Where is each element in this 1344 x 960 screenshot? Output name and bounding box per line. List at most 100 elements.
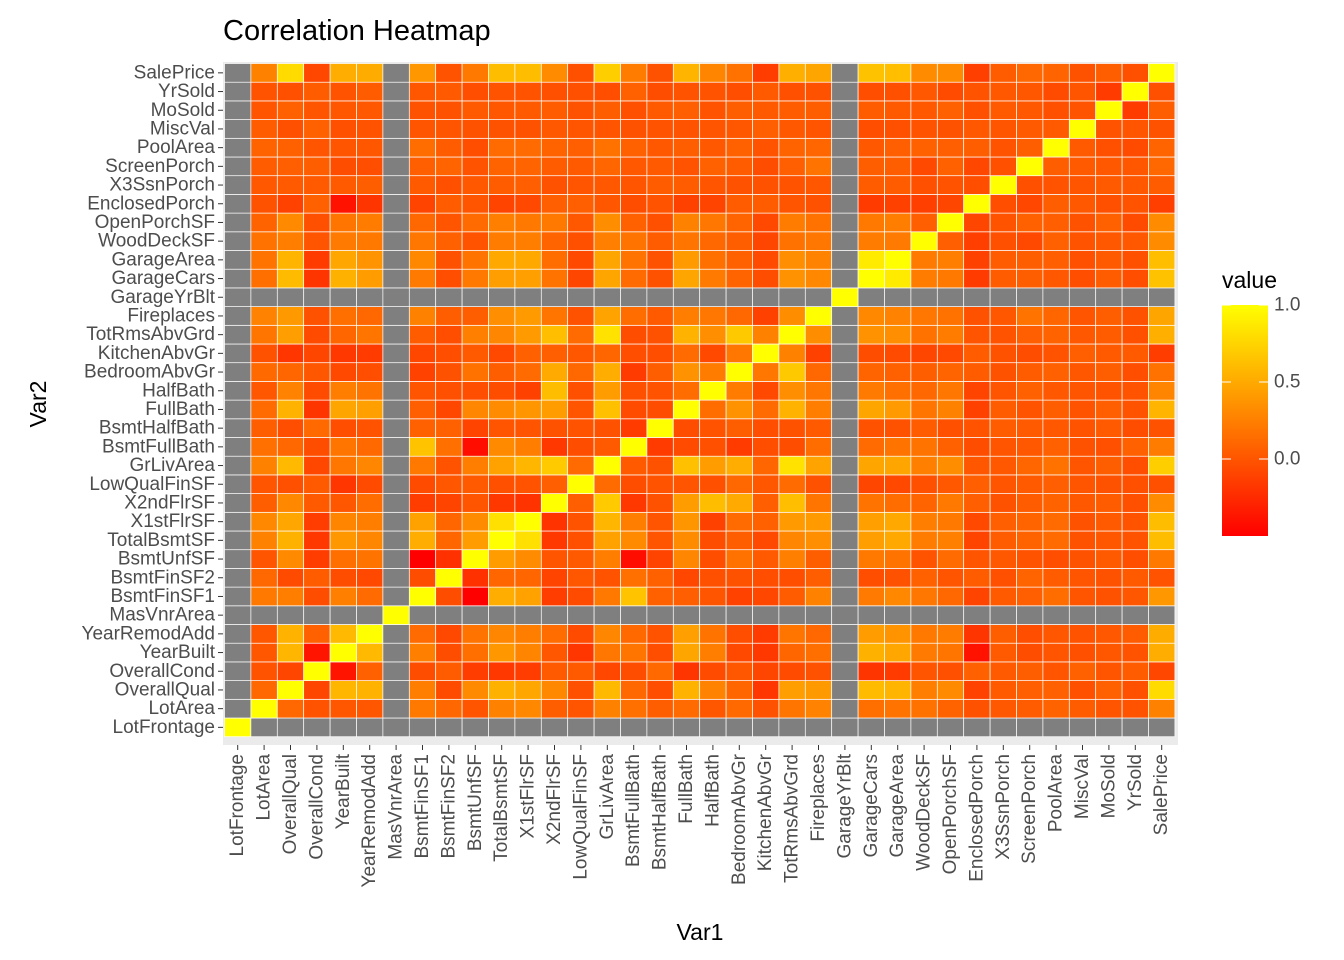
heatmap-cell-WoodDeckSF-TotRmsAbvGrd	[910, 324, 938, 345]
heatmap-cell-X3SsnPorch-FullBath	[989, 399, 1017, 420]
heatmap-cell-MasVnrArea-BsmtFinSF1	[382, 586, 410, 607]
heatmap-cell-LowQualFinSF-EnclosedPorch	[567, 194, 595, 214]
heatmap-cell-TotRmsAbvGrd-GarageArea	[778, 250, 806, 270]
heatmap-cell-LotFrontage-BsmtFinSF2	[224, 568, 252, 588]
heatmap-cell-X3SsnPorch-OpenPorchSF	[989, 212, 1017, 233]
heatmap-cell-MasVnrArea-OpenPorchSF	[382, 212, 410, 233]
heatmap-cell-GarageArea-X2ndFlrSF	[884, 493, 912, 513]
heatmap-cell-WoodDeckSF-BsmtFullBath	[910, 437, 938, 457]
heatmap-cell-YrSold-BsmtHalfBath	[1121, 418, 1149, 438]
heatmap-cell-GarageCars-GrLivArea	[857, 455, 885, 476]
heatmap-cell-BsmtFinSF2-YrSold	[435, 81, 463, 102]
heatmap-cell-LowQualFinSF-MoSold	[567, 100, 595, 120]
heatmap-cell-MiscVal-YearRemodAdd	[1068, 624, 1097, 644]
heatmap-cell-BsmtFinSF2-MoSold	[435, 100, 463, 120]
heatmap-cell-BsmtHalfBath-HalfBath	[646, 381, 674, 401]
heatmap-cell-Fireplaces-MiscVal	[804, 119, 833, 139]
heatmap-cell-EnclosedPorch-GarageCars	[963, 268, 991, 289]
heatmap-cell-BsmtUnfSF-OverallCond	[461, 661, 489, 681]
heatmap-cell-X2ndFlrSF-LotArea	[540, 698, 569, 719]
heatmap-cell-YrSold-GarageCars	[1121, 268, 1149, 289]
heatmap-cell-ScreenPorch-X3SsnPorch	[1016, 175, 1044, 195]
heatmap-cell-BedroomAbvGr-ScreenPorch	[725, 156, 753, 177]
heatmap-cell-GarageArea-MiscVal	[884, 119, 912, 139]
heatmap-cell-GrLivArea-EnclosedPorch	[593, 194, 621, 214]
heatmap-cell-LotFrontage-WoodDeckSF	[224, 231, 252, 251]
heatmap-cell-OpenPorchSF-OverallCond	[936, 661, 965, 681]
heatmap-cell-OverallQual-MasVnrArea	[276, 605, 305, 625]
heatmap-cell-BsmtFinSF2-YearBuilt	[435, 642, 463, 663]
heatmap-cell-YearRemodAdd-WoodDeckSF	[356, 231, 384, 251]
heatmap-cell-BsmtUnfSF-BsmtFinSF1	[461, 586, 489, 607]
x-tick-label: BsmtHalfBath	[650, 754, 671, 870]
heatmap-cell-MasVnrArea-FullBath	[382, 399, 410, 420]
heatmap-cell-LowQualFinSF-X3SsnPorch	[567, 175, 595, 195]
heatmap-cell-BsmtHalfBath-KitchenAbvGr	[646, 343, 674, 364]
heatmap-cell-Fireplaces-BsmtFinSF1	[804, 586, 833, 607]
heatmap-cell-GarageCars-HalfBath	[857, 381, 885, 401]
heatmap-cell-MoSold-Fireplaces	[1095, 306, 1123, 326]
heatmap-cell-OverallCond-GarageArea	[303, 250, 331, 270]
heatmap-cell-LotArea-WoodDeckSF	[250, 231, 278, 251]
heatmap-cell-BsmtFinSF2-OverallCond	[435, 661, 463, 681]
heatmap-cell-BsmtFullBath-OverallCond	[620, 661, 648, 681]
heatmap-cell-MasVnrArea-Fireplaces	[382, 306, 410, 326]
heatmap-cell-Fireplaces-EnclosedPorch	[804, 194, 833, 214]
heatmap-cell-GarageArea-GarageArea	[884, 250, 912, 270]
heatmap-cell-EnclosedPorch-MiscVal	[963, 119, 991, 139]
heatmap-cell-YearRemodAdd-X3SsnPorch	[356, 175, 384, 195]
heatmap-cell-GarageArea-X3SsnPorch	[884, 175, 912, 195]
heatmap-cell-GarageYrBlt-BsmtFinSF2	[831, 568, 859, 588]
heatmap-cell-MasVnrArea-KitchenAbvGr	[382, 343, 410, 364]
heatmap-cell-X3SsnPorch-X1stFlrSF	[989, 511, 1017, 532]
heatmap-cell-TotalBsmtSF-HalfBath	[488, 381, 516, 401]
y-tick-label: BsmtHalfBath	[99, 418, 215, 439]
heatmap-cell-MasVnrArea-GarageCars	[382, 268, 410, 289]
heatmap-cell-EnclosedPorch-FullBath	[963, 399, 991, 420]
heatmap-cell-TotRmsAbvGrd-X1stFlrSF	[778, 511, 806, 532]
heatmap-cell-YrSold-GarageYrBlt	[1121, 287, 1149, 307]
y-axis: LotFrontageLotAreaOverallQualOverallCond…	[82, 62, 223, 738]
heatmap-cell-BsmtHalfBath-BsmtFullBath	[646, 437, 674, 457]
heatmap-cell-MasVnrArea-LotFrontage	[382, 717, 410, 738]
heatmap-cell-LotArea-LotArea	[250, 698, 278, 719]
heatmap-cell-X2ndFlrSF-MiscVal	[540, 119, 569, 139]
heatmap-cell-X2ndFlrSF-GarageCars	[540, 268, 569, 289]
heatmap-cell-MoSold-LotFrontage	[1095, 717, 1123, 738]
y-tick-label: YearRemodAdd	[82, 623, 215, 644]
heatmap-cell-WoodDeckSF-MasVnrArea	[910, 605, 938, 625]
heatmap-cell-X2ndFlrSF-PoolArea	[540, 137, 569, 158]
heatmap-cell-HalfBath-X1stFlrSF	[699, 511, 727, 532]
heatmap-cell-SalePrice-SalePrice	[1148, 63, 1176, 83]
heatmap-cell-X3SsnPorch-YearBuilt	[989, 642, 1017, 663]
heatmap-cell-BsmtHalfBath-OverallCond	[646, 661, 674, 681]
heatmap-cell-YrSold-BsmtFullBath	[1121, 437, 1149, 457]
heatmap-cell-LotFrontage-ScreenPorch	[224, 156, 252, 177]
heatmap-cell-OpenPorchSF-LowQualFinSF	[936, 474, 965, 494]
heatmap-cell-GarageArea-BsmtUnfSF	[884, 549, 912, 569]
heatmap-cell-GrLivArea-TotalBsmtSF	[593, 530, 621, 551]
heatmap-cell-BedroomAbvGr-GarageYrBlt	[725, 287, 753, 307]
heatmap-cell-YearBuilt-YrSold	[329, 81, 357, 102]
heatmap-cell-X1stFlrSF-SalePrice	[514, 63, 542, 83]
heatmap-cell-GarageArea-BsmtFinSF2	[884, 568, 912, 588]
heatmap-cell-SalePrice-YearBuilt	[1148, 642, 1176, 663]
heatmap-cell-SalePrice-BsmtFinSF2	[1148, 568, 1176, 588]
heatmap-cell-YearRemodAdd-GarageArea	[356, 250, 384, 270]
heatmap-cell-OpenPorchSF-TotRmsAbvGrd	[936, 324, 965, 345]
heatmap-cell-ScreenPorch-YrSold	[1016, 81, 1044, 102]
heatmap-cell-LotFrontage-BsmtFullBath	[224, 437, 252, 457]
heatmap-cell-WoodDeckSF-X1stFlrSF	[910, 511, 938, 532]
heatmap-cell-BsmtFinSF2-GarageArea	[435, 250, 463, 270]
heatmap-cell-BsmtFinSF2-SalePrice	[435, 63, 463, 83]
heatmap-cell-FullBath-BsmtFinSF2	[672, 568, 701, 588]
heatmap-cell-BedroomAbvGr-SalePrice	[725, 63, 753, 83]
heatmap-cell-GrLivArea-BsmtHalfBath	[593, 418, 621, 438]
heatmap-cell-OverallCond-HalfBath	[303, 381, 331, 401]
heatmap-cell-WoodDeckSF-HalfBath	[910, 381, 938, 401]
heatmap-cell-X3SsnPorch-TotRmsAbvGrd	[989, 324, 1017, 345]
y-tick-label: YrSold	[158, 81, 215, 102]
heatmap-cell-BsmtFullBath-PoolArea	[620, 137, 648, 158]
heatmap-cell-OpenPorchSF-BsmtFinSF1	[936, 586, 965, 607]
heatmap-cell-PoolArea-BsmtUnfSF	[1042, 549, 1070, 569]
